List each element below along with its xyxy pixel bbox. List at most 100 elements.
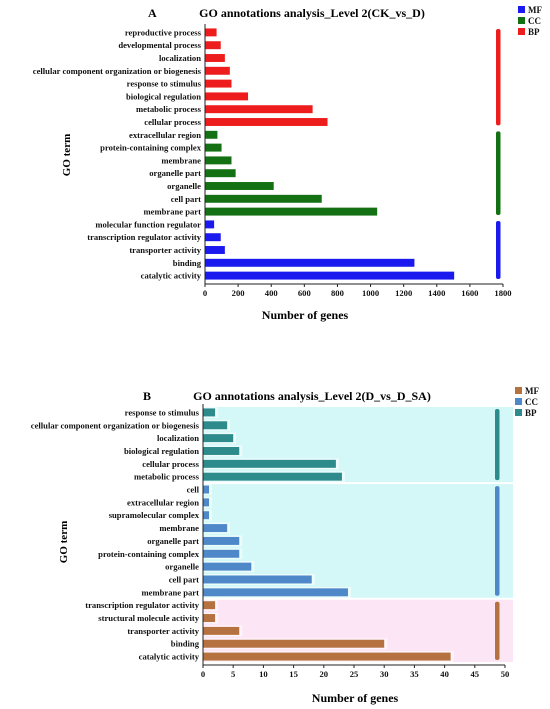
x-tick-label: 45 (471, 669, 480, 679)
category-label: binding (171, 639, 200, 649)
bar-cellular-component-organization-or-biogenesis (205, 66, 230, 75)
x-tick-label: 25 (350, 669, 359, 679)
category-label: cellular process (144, 117, 201, 127)
category-label: cellular component organization or bioge… (33, 66, 202, 76)
panel-b-title: GO annotations analysis_Level 2(D_vs_D_S… (193, 389, 431, 403)
legend-label-cc: CC (528, 16, 541, 26)
bar-organelle (205, 182, 274, 190)
category-label: cell (187, 485, 200, 495)
panel-b-y-axis-label: GO term (58, 521, 70, 563)
bar-cellular-component-organization-or-biogenesis (203, 421, 228, 430)
category-label: extracellular region (129, 130, 201, 140)
category-label: protein-containing complex (100, 143, 202, 153)
x-tick-label: 50 (501, 669, 510, 679)
bar-cell-part (205, 194, 322, 203)
panel-a-plot-area: reproductive process developmental proces… (33, 24, 512, 298)
category-label: biological regulation (124, 446, 199, 456)
chart-panel-b: B GO annotations analysis_Level 2(D_vs_D… (31, 386, 540, 705)
category-label: organelle part (149, 168, 201, 178)
bar-membrane-part (203, 588, 348, 597)
group-indicator-cc (495, 486, 500, 596)
legend-swatch-cc (515, 398, 522, 405)
bar-developmental-process (205, 41, 221, 50)
chart-panel-a: A GO annotations analysis_Level 2(CK_vs_… (33, 5, 543, 322)
category-label: organelle (165, 562, 199, 572)
panel-a-title: GO annotations analysis_Level 2(CK_vs_D) (199, 6, 425, 20)
bar-metabolic-process (205, 105, 313, 114)
category-label: transporter activity (129, 245, 201, 255)
group-indicator-mf (496, 221, 501, 279)
legend-label-cc: CC (525, 397, 538, 407)
x-tick-label: 1200 (395, 288, 412, 298)
category-label: membrane part (141, 587, 199, 597)
bar-membrane (203, 524, 228, 533)
x-tick-label: 30 (380, 669, 389, 679)
legend-label-mf: MF (528, 5, 542, 15)
bar-organelle-part (203, 536, 240, 545)
bar-biological-regulation (203, 446, 240, 455)
bar-localization (203, 434, 234, 443)
x-tick-label: 600 (298, 288, 311, 298)
panel-b-letter: B (143, 389, 151, 403)
legend-swatch-mf (518, 6, 525, 13)
bar-response-to-stimulus (205, 79, 232, 88)
category-label: supramolecular complex (109, 510, 200, 520)
group-indicator-cc (496, 131, 501, 215)
bar-transcription-regulator-activity (203, 601, 216, 610)
bar-localization (205, 54, 225, 62)
x-tick-label: 1400 (428, 288, 445, 298)
bar-extracellular-region (205, 130, 218, 139)
category-label: response to stimulus (127, 79, 202, 89)
category-label: membrane (161, 155, 201, 165)
bar-biological-regulation (205, 92, 249, 101)
panel-b-x-axis-label: Number of genes (312, 691, 399, 705)
x-tick-label: 0 (201, 669, 205, 679)
bar-cell (203, 485, 210, 494)
category-label: membrane part (143, 207, 201, 217)
category-label: cellular component organization or bioge… (31, 420, 200, 430)
legend-swatch-mf (515, 387, 522, 394)
category-label: response to stimulus (125, 407, 200, 417)
bar-response-to-stimulus (203, 408, 216, 417)
bar-structural-molecule-activity (203, 614, 216, 623)
category-label: catalytic activity (139, 652, 200, 662)
category-label: transcription regulator activity (85, 600, 199, 610)
bar-binding (203, 639, 385, 648)
x-tick-label: 15 (289, 669, 298, 679)
category-label: localization (157, 433, 199, 443)
category-label: transcription regulator activity (87, 232, 201, 242)
bar-transporter-activity (203, 626, 240, 635)
category-label: biological regulation (126, 91, 201, 101)
category-label: cell part (171, 194, 201, 204)
group-indicator-bp (496, 29, 501, 126)
category-label: catalytic activity (141, 271, 202, 281)
bar-catalytic-activity (205, 271, 455, 280)
x-tick-label: 400 (265, 288, 278, 298)
legend-label-bp: BP (528, 27, 540, 37)
group-indicator-bp (495, 409, 500, 481)
category-label: binding (173, 258, 202, 268)
x-tick-label: 200 (232, 288, 245, 298)
category-label: cell part (169, 574, 199, 584)
bar-cell-part (203, 575, 312, 584)
x-tick-label: 20 (320, 669, 329, 679)
category-label: extracellular region (127, 497, 199, 507)
bar-supramolecular-complex (203, 511, 210, 520)
bar-organelle (203, 562, 252, 571)
bar-protein-containing-complex (205, 143, 222, 152)
x-tick-label: 1000 (362, 288, 379, 298)
x-tick-label: 1800 (494, 288, 511, 298)
x-tick-label: 35 (410, 669, 419, 679)
legend-label-bp: BP (525, 408, 537, 418)
legend-swatch-bp (515, 409, 522, 416)
category-label: cellular process (142, 459, 199, 469)
bar-membrane (205, 156, 232, 165)
x-tick-label: 10 (259, 669, 268, 679)
category-label: structural molecule activity (98, 613, 199, 623)
bar-extracellular-region (203, 498, 210, 507)
panel-b-plot-area: response to stimulus cellular component o… (31, 404, 513, 679)
bar-transcription-regulator-activity (205, 233, 221, 242)
